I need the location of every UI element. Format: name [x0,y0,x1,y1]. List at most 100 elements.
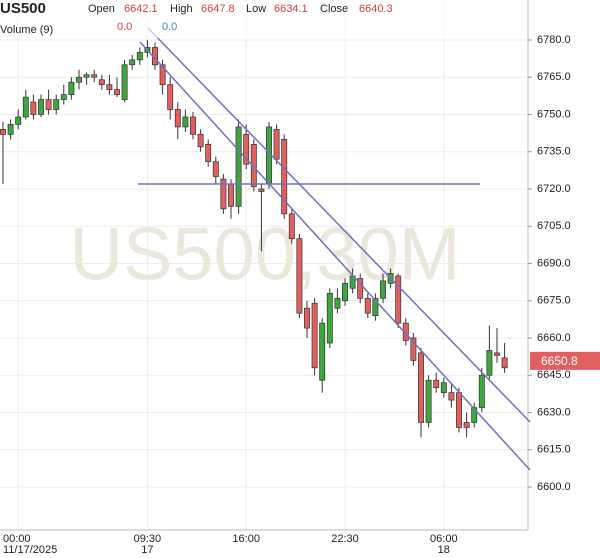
candle-body [395,275,402,324]
candle-body [250,143,257,187]
candle-body [433,379,440,389]
candle-body [68,81,75,95]
candle-body [486,350,493,376]
candle-body [91,74,98,78]
header-label: Low [246,3,266,15]
candle-body [425,379,432,423]
trend-line [139,41,531,471]
candle-body [311,302,318,369]
y-tick-label: 6750.0 [537,108,571,120]
candle-body [60,94,67,100]
candle-body [38,99,44,115]
candle-body [235,126,242,207]
candle-body [174,109,181,128]
volume-label: Volume (9) [0,24,53,36]
y-tick-label: 6615.0 [537,444,571,456]
candle-body [304,307,310,329]
candle-body [296,238,303,314]
y-tick-label: 6720.0 [537,183,571,195]
candle-body [273,129,280,160]
candle-body [471,407,478,423]
candle-body [372,297,379,317]
candle-body [190,116,196,135]
x-date-label: 11/17/2025 [3,544,57,556]
candle-body [22,96,29,118]
candle-body [197,134,204,148]
y-tick-label: 6660.0 [537,332,571,344]
candle-body [129,59,136,66]
candle-body [30,101,37,115]
header-label: Close [320,3,348,15]
candle-body [228,183,234,207]
candle-body [7,124,14,135]
header-bg [0,0,520,38]
candle-body [45,99,52,110]
candle-body [501,357,508,369]
y-tick-label: 6690.0 [537,257,571,269]
candle-body [76,76,82,83]
candle-body [243,134,250,165]
candle-body [410,337,417,361]
axis: 6600.0 6615.0 6630.0 6645.0 6660.0 6675.0 6690… [3,34,600,556]
candle-body [494,352,500,356]
trend-line [147,27,531,423]
candle-body [98,79,105,86]
watermark: US500,30M [70,213,461,296]
candle-body [288,213,295,240]
candle-body [15,116,22,125]
candle-body [456,392,462,428]
candle-body [380,280,386,299]
candles [0,39,508,438]
candle-body [334,297,341,309]
candle-body [136,52,143,61]
price-tag [530,351,600,370]
y-tick-label: 6765.0 [537,71,571,83]
x-date-label: 17 [141,544,153,556]
x-tick-label: 09:30 [134,533,162,545]
candle-body [342,283,348,302]
volume-value: 0.0 [162,21,177,33]
candle-body [440,382,447,394]
y-tick-label: 6705.0 [537,220,571,232]
candle-body [364,297,371,314]
candle-body [182,116,189,128]
candle-body [357,278,364,299]
candle-body [478,374,485,408]
header-value: 6647.8 [201,3,235,15]
candle-body [463,422,470,428]
header-value: 6640.3 [359,3,393,15]
candle-body [220,178,227,210]
candle-body [418,352,424,423]
x-tick-label: 22:30 [331,533,359,545]
header-label: High [170,3,193,15]
y-tick-label: 6630.0 [537,406,571,418]
header-value: 6642.1 [124,3,158,15]
x-tick-label: 00:00 [3,533,31,545]
candle-body [205,143,212,163]
y-tick-label: 6735.0 [537,146,571,158]
candle-body [258,188,265,192]
candle-body [167,84,174,110]
y-tick-label: 6675.0 [537,295,571,307]
candle-body [53,99,60,110]
y-tick-label: 6780.0 [537,34,571,46]
symbol: US500 [0,0,46,17]
volume-value: 0.0 [117,21,132,33]
candle-body [212,161,219,177]
candle-body [83,74,90,78]
y-tick-label: 6645.0 [537,369,571,381]
candle-body [121,64,128,100]
candle-body [326,292,333,344]
candle-body [319,322,326,381]
candle-body [114,89,120,95]
price-tag-label: 6650.8 [541,354,578,368]
candle-body [106,84,113,91]
candle-body [159,64,166,86]
x-date-label: 18 [438,544,450,556]
candle-body [448,392,455,401]
candle-body [281,138,288,215]
candle-body [0,129,6,135]
y-tick-label: 6600.0 [537,481,571,493]
x-tick-label: 06:00 [430,533,458,545]
